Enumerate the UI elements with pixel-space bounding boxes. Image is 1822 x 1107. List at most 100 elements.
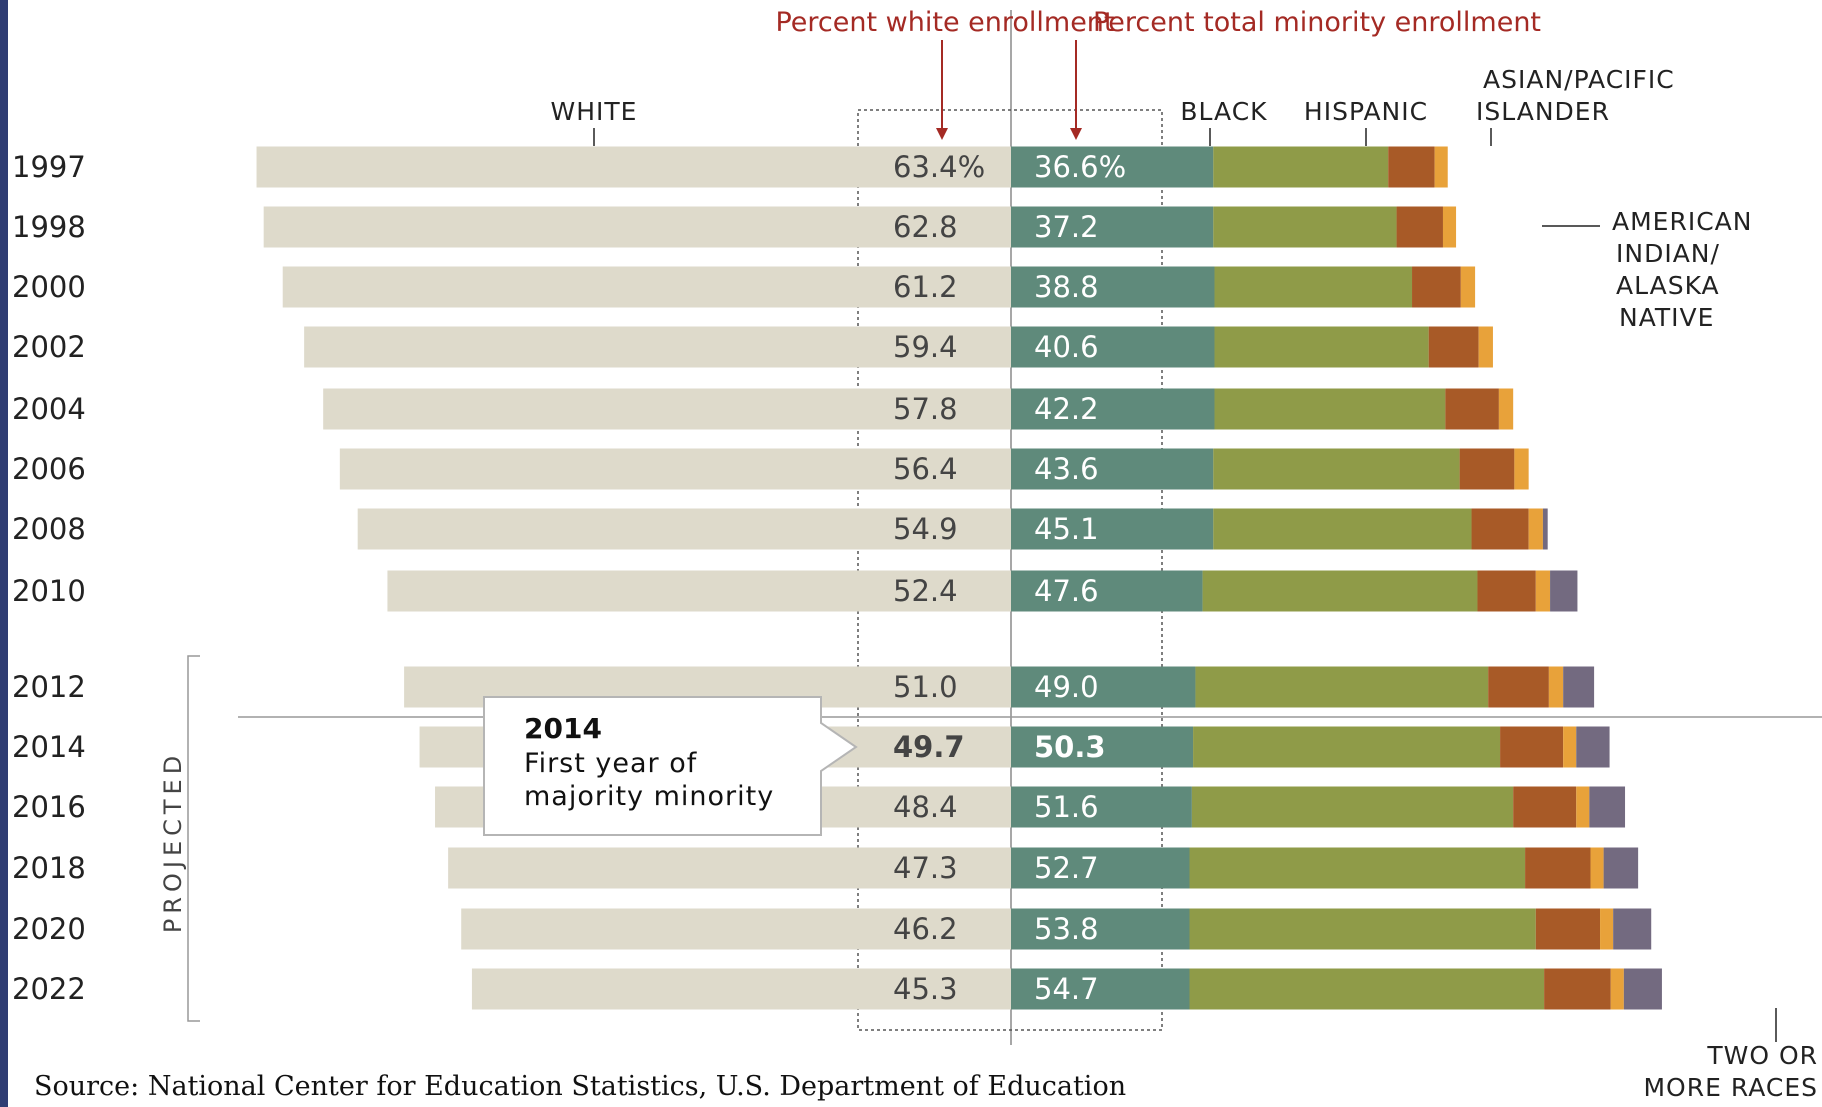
year-label-2014: 2014 (12, 730, 86, 764)
minority-value-label-2000: 38.8 (1034, 270, 1099, 304)
bar-american-indian-alaska-native-2004 (1498, 388, 1514, 430)
minority-value-label-2014: 50.3 (1034, 730, 1106, 764)
bar-asian-pacific-islander-2002 (1428, 326, 1479, 368)
minority-value-label-2022: 54.7 (1034, 972, 1099, 1006)
bar-white-1997 (256, 146, 1011, 188)
bar-white-2018 (448, 847, 1011, 889)
year-label-2016: 2016 (12, 790, 86, 824)
bar-white-2004 (323, 388, 1011, 430)
bar-black-2022 (1011, 968, 1190, 1010)
bar-hispanic-1997 (1213, 146, 1389, 188)
white-value-label-1997: 63.4% (893, 150, 985, 184)
amind-category-label-line3: ALASKA (1616, 271, 1720, 300)
bar-asian-pacific-islander-1997 (1388, 146, 1435, 188)
white-category-label: WHITE (551, 97, 638, 126)
bar-black-2000 (1011, 266, 1215, 308)
bar-asian-pacific-islander-2006 (1459, 448, 1515, 490)
amind-category-label-line2: INDIAN/ (1616, 239, 1720, 268)
bar-two-or-more-races-2012 (1563, 666, 1595, 708)
bar-hispanic-1998 (1213, 206, 1397, 248)
white-value-label-2010: 52.4 (893, 574, 958, 608)
white-value-label-2020: 46.2 (893, 912, 958, 946)
majority-minority-callout: 2014 First year of majority minority (483, 696, 858, 836)
bar-hispanic-2002 (1214, 326, 1429, 368)
bar-white-2008 (357, 508, 1011, 550)
bar-black-2004 (1011, 388, 1215, 430)
year-label-2000: 2000 (12, 270, 86, 304)
callout-line-2: majority minority (524, 781, 774, 812)
year-label-2018: 2018 (12, 851, 86, 885)
white-value-label-2014: 49.7 (893, 730, 965, 764)
bar-hispanic-2008 (1213, 508, 1472, 550)
amind-category-label-line1: AMERICAN (1612, 207, 1752, 236)
year-label-2010: 2010 (12, 574, 86, 608)
bar-hispanic-2014 (1193, 726, 1501, 768)
bar-two-or-more-races-2018 (1603, 847, 1639, 889)
bar-two-or-more-races-2022 (1623, 968, 1662, 1010)
minority-value-label-2008: 45.1 (1034, 512, 1099, 546)
white-value-label-2006: 56.4 (893, 452, 958, 486)
white-header-arrowhead (936, 128, 948, 140)
bar-asian-pacific-islander-2020 (1535, 908, 1601, 950)
bar-american-indian-alaska-native-2018 (1590, 847, 1604, 889)
minority-value-label-2006: 43.6 (1034, 452, 1099, 486)
minority-value-label-2002: 40.6 (1034, 330, 1099, 364)
white-value-label-2012: 51.0 (893, 670, 958, 704)
bar-white-2002 (304, 326, 1011, 368)
bar-american-indian-alaska-native-2012 (1548, 666, 1564, 708)
bar-white-2006 (339, 448, 1012, 490)
bar-hispanic-2018 (1189, 847, 1526, 889)
white-value-label-2016: 48.4 (893, 790, 958, 824)
bar-white-1998 (263, 206, 1011, 248)
white-value-label-2008: 54.9 (893, 512, 958, 546)
year-label-2006: 2006 (12, 452, 86, 486)
bar-asian-pacific-islander-2004 (1445, 388, 1499, 430)
bar-black-2018 (1011, 847, 1190, 889)
bar-two-or-more-races-2016 (1589, 786, 1626, 828)
minority-value-label-2012: 49.0 (1034, 670, 1099, 704)
bar-black-2002 (1011, 326, 1215, 368)
minority-percent-header: Percent total minority enrollment (1093, 7, 1541, 38)
bar-two-or-more-races-2008 (1542, 508, 1548, 550)
bar-black-1998 (1011, 206, 1214, 248)
left-accent-stripe (0, 0, 8, 1107)
bar-hispanic-2012 (1195, 666, 1489, 708)
bar-white-2000 (282, 266, 1012, 308)
minority-value-label-2018: 52.7 (1034, 851, 1099, 885)
bar-black-2016 (1011, 786, 1192, 828)
bar-hispanic-2020 (1189, 908, 1536, 950)
callout-line-1: First year of (524, 748, 698, 779)
white-percent-header: Percent white enrollment (775, 7, 1114, 38)
bar-asian-pacific-islander-2010 (1477, 570, 1536, 612)
asian-category-label-line2: ISLANDER (1476, 97, 1610, 126)
year-label-2022: 2022 (12, 972, 86, 1006)
minority-value-label-1997: 36.6% (1034, 150, 1126, 184)
bar-american-indian-alaska-native-2002 (1478, 326, 1493, 368)
bar-two-or-more-races-2020 (1613, 908, 1652, 950)
bar-asian-pacific-islander-2012 (1488, 666, 1549, 708)
bar-asian-pacific-islander-2022 (1544, 968, 1611, 1010)
bar-american-indian-alaska-native-1998 (1442, 206, 1457, 248)
year-label-2012: 2012 (12, 670, 86, 704)
bar-hispanic-2010 (1202, 570, 1478, 612)
bar-white-2020 (461, 908, 1012, 950)
bar-black-2014 (1011, 726, 1194, 768)
year-label-2002: 2002 (12, 330, 86, 364)
bar-black-2006 (1011, 448, 1214, 490)
amind-category-label-line4: NATIVE (1619, 303, 1714, 332)
bar-asian-pacific-islander-2000 (1412, 266, 1461, 308)
value-column-outline (857, 109, 1163, 1031)
bar-american-indian-alaska-native-2014 (1563, 726, 1577, 768)
bar-american-indian-alaska-native-2006 (1514, 448, 1529, 490)
white-value-label-2002: 59.4 (893, 330, 958, 364)
bar-american-indian-alaska-native-2022 (1610, 968, 1624, 1010)
bar-black-2010 (1011, 570, 1203, 612)
white-value-label-2004: 57.8 (893, 392, 958, 426)
year-label-2008: 2008 (12, 512, 86, 546)
bar-hispanic-2004 (1214, 388, 1446, 430)
bar-black-2012 (1011, 666, 1196, 708)
white-value-label-2018: 47.3 (893, 851, 958, 885)
two-races-category-label-line1: TWO OR (1706, 1041, 1818, 1070)
year-label-2020: 2020 (12, 912, 86, 946)
